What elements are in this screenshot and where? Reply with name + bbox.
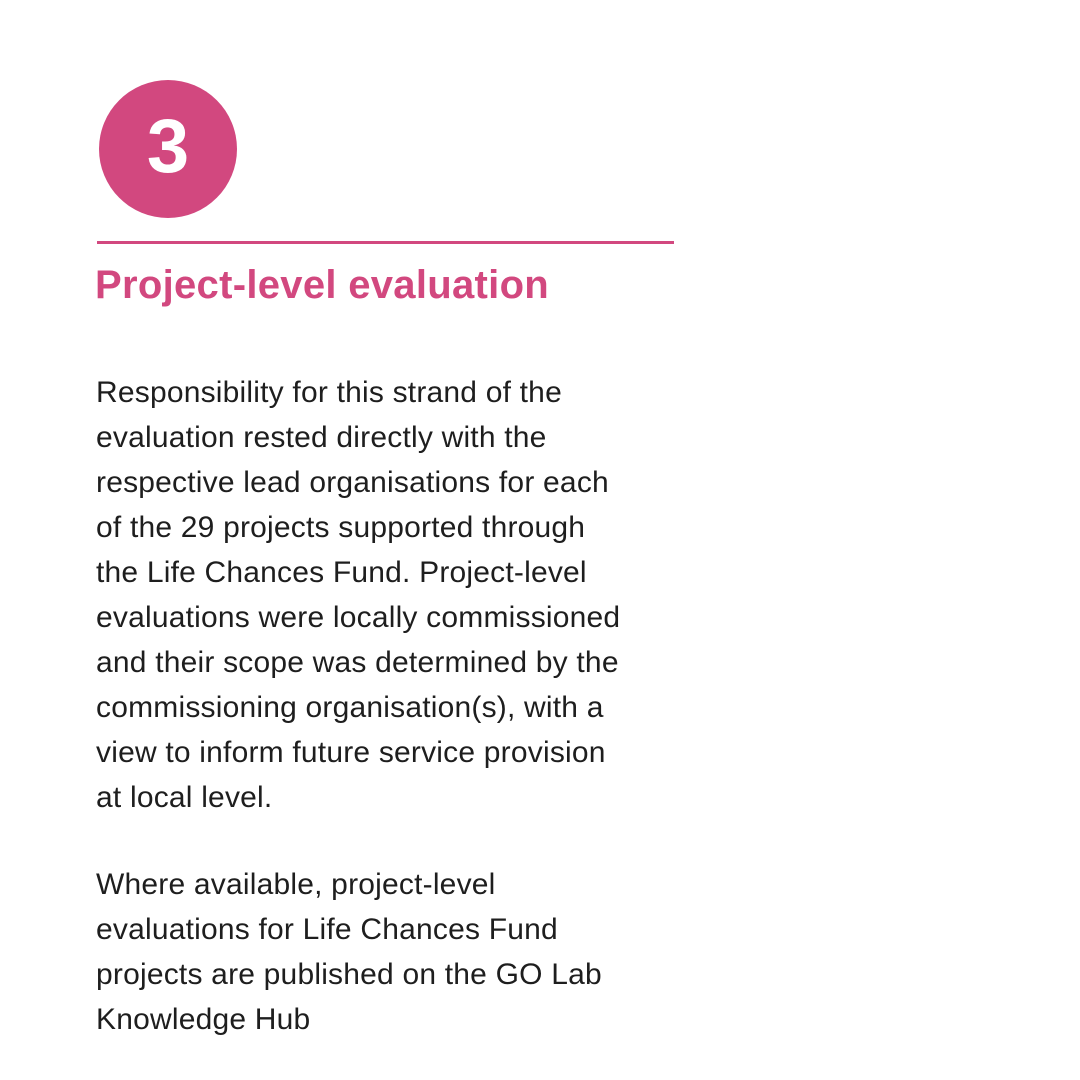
divider: [97, 241, 674, 244]
section-number-badge: 3: [99, 80, 237, 218]
section-heading: Project-level evaluation: [95, 263, 550, 307]
section-number: 3: [146, 104, 190, 189]
body-paragraph-2: Where available, project-level evaluatio…: [96, 868, 602, 1036]
body-paragraph-1: Responsibility for this strand of the ev…: [96, 376, 621, 814]
